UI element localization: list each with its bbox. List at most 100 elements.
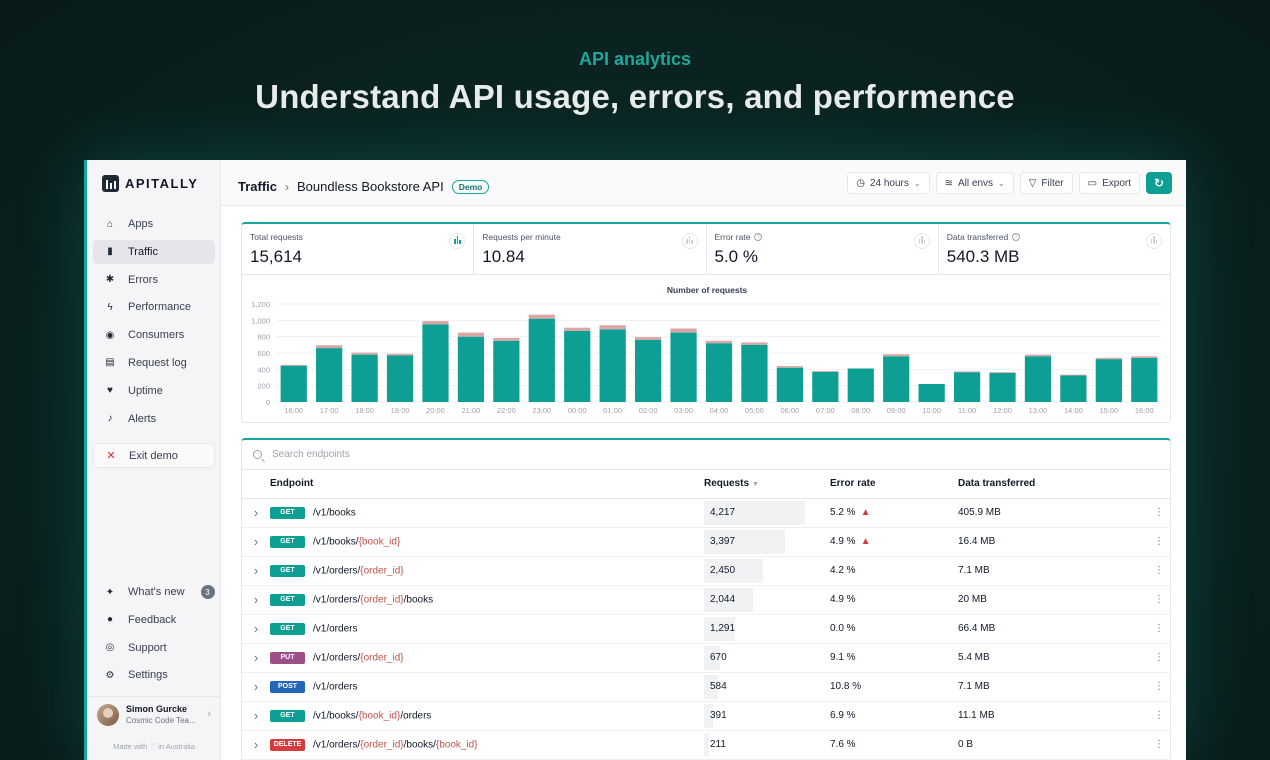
expand-toggle[interactable]: › — [242, 730, 270, 760]
endpoint-cell: GET/v1/books/{book_id} — [270, 527, 704, 557]
error-rate-value: 4.9 % — [830, 594, 856, 605]
chart-bar — [280, 365, 307, 402]
x-tick-label: 05:00 — [745, 406, 764, 415]
env-select[interactable]: ≋ All envs ⌄ — [935, 172, 1014, 194]
demo-badge: Demo — [451, 179, 490, 194]
expand-toggle[interactable]: › — [242, 556, 270, 586]
sidebar-item-errors[interactable]: ✱ Errors — [93, 268, 215, 292]
chart-bar-icon[interactable] — [681, 233, 698, 249]
expand-toggle[interactable]: › — [242, 527, 270, 557]
sidebar-item-request-log[interactable]: ▤ Request log — [93, 351, 215, 375]
warning-icon: ▲ — [860, 507, 871, 518]
requests-value: 211 — [710, 739, 726, 750]
error-rate-cell: 6.9 % — [830, 701, 958, 731]
expand-toggle[interactable]: › — [242, 614, 270, 644]
sidebar-item-support[interactable]: ◎ Support — [93, 636, 215, 660]
table-row[interactable]: › DELETE/v1/orders/{order_id}/books/{book… — [242, 730, 1172, 760]
error-rate-cell: 5.2 % ▲ — [830, 498, 958, 528]
row-menu-button[interactable]: ⋮ — [1146, 527, 1172, 557]
method-badge: PUT — [270, 651, 305, 664]
chevron-right-icon: › — [253, 534, 259, 549]
expand-toggle[interactable]: › — [242, 672, 270, 702]
table-row[interactable]: › GET/v1/orders/{order_id}/books 2,044 4.9 … — [242, 585, 1172, 615]
requests-cell: 1,291 — [704, 614, 830, 644]
col-requests[interactable]: Requests ▼ — [704, 470, 830, 499]
sidebar-item-uptime[interactable]: ♥ Uptime — [93, 379, 215, 403]
expand-toggle[interactable]: › — [242, 498, 270, 528]
expand-toggle[interactable]: › — [242, 585, 270, 615]
export-button[interactable]: ▭ Export — [1078, 172, 1140, 194]
chart-bar — [316, 348, 343, 402]
chart-bar-icon[interactable] — [913, 233, 930, 249]
row-menu-button[interactable]: ⋮ — [1146, 556, 1172, 586]
row-menu-button[interactable]: ⋮ — [1146, 643, 1172, 673]
sidebar-item-label: Consumers — [128, 329, 185, 342]
refresh-button[interactable]: ↻ — [1146, 172, 1172, 194]
row-menu-button[interactable]: ⋮ — [1146, 701, 1172, 731]
table-row[interactable]: › GET/v1/books 4,217 5.2 % ▲ 405.9 MB ⋮ — [242, 498, 1172, 528]
method-badge: DELETE — [270, 738, 305, 751]
chevron-down-icon: ⌄ — [913, 178, 921, 188]
chart-bar — [776, 366, 803, 368]
logo[interactable]: APITALLY — [102, 175, 198, 192]
sidebar-item-label: Performance — [128, 301, 191, 314]
row-menu-button[interactable]: ⋮ — [1146, 614, 1172, 644]
y-tick-label: 800 — [257, 333, 270, 342]
chart-bar — [599, 329, 626, 402]
row-menu-button[interactable]: ⋮ — [1146, 730, 1172, 760]
filter-button[interactable]: ▽ Filter — [1019, 172, 1073, 194]
chart-bar-icon[interactable] — [449, 233, 466, 249]
sparkles-icon: ✦ — [105, 586, 115, 598]
metric-card-data-transferred[interactable]: Data transferred? 540.3 MB — [939, 224, 1170, 274]
metric-card-total-requests[interactable]: Total requests 15,614 — [242, 224, 475, 274]
sidebar-item-traffic[interactable]: ▮ Traffic — [93, 239, 215, 264]
chart-title: Number of requests — [666, 285, 748, 295]
table-row[interactable]: › GET/v1/books/{book_id}/orders 391 6.9 % 11… — [242, 701, 1172, 731]
row-menu-button[interactable]: ⋮ — [1146, 498, 1172, 528]
table-row[interactable]: › GET/v1/books/{book_id} 3,397 4.9 % ▲ 16.4 M… — [242, 527, 1172, 557]
y-tick-label: 600 — [257, 349, 270, 358]
table-row[interactable]: › POST/v1/orders 584 10.8 % 7.1 MB ⋮ — [242, 672, 1172, 702]
col-data: Data transferred — [958, 470, 1146, 499]
sidebar-item-consumers[interactable]: ◉ Consumers — [93, 323, 215, 347]
metric-card-requests-per-minute[interactable]: Requests per minute 10.84 — [474, 224, 707, 274]
x-tick-label: 08:00 — [851, 406, 870, 415]
bug-icon: ✱ — [105, 274, 115, 286]
expand-toggle[interactable]: › — [242, 701, 270, 731]
x-tick-label: 09:00 — [887, 406, 906, 415]
sidebar-item-performance[interactable]: ϟ Performance — [93, 295, 215, 319]
breadcrumb-root[interactable]: Traffic — [238, 179, 278, 194]
row-menu-button[interactable]: ⋮ — [1146, 672, 1172, 702]
sidebar-nav: ⌂ Apps ▮ Traffic ✱ Errors ϟ Performance ◉ Consume… — [93, 212, 215, 434]
sidebar-item-settings[interactable]: ⚙ Settings — [93, 663, 215, 687]
table-row[interactable]: › GET/v1/orders 1,291 0.0 % 66.4 MB ⋮ — [242, 614, 1172, 644]
metric-value: 540.3 MB — [946, 247, 1020, 266]
breadcrumb-app[interactable]: Boundless Bookstore API — [297, 179, 444, 194]
sidebar-item-alerts[interactable]: ♪ Alerts — [93, 407, 215, 431]
chevron-right-icon: › — [253, 621, 259, 636]
col-error-rate: Error rate — [830, 470, 958, 499]
search-input[interactable] — [272, 449, 572, 460]
chart-bar — [422, 324, 449, 402]
chart-bar — [705, 343, 733, 402]
user-menu[interactable]: Simon Gurcke Cosmic Code Tea... › — [87, 696, 221, 732]
chart-bar — [422, 321, 449, 325]
table-row[interactable]: › PUT/v1/orders/{order_id} 670 9.1 % 5.4 MB ⋮ — [242, 643, 1172, 673]
home-icon: ⌂ — [106, 218, 114, 230]
expand-toggle[interactable]: › — [242, 643, 270, 673]
metric-card-error-rate[interactable]: Error rate? 5.0 % — [707, 224, 939, 274]
sidebar-item-feedback[interactable]: ● Feedback — [93, 608, 215, 632]
period-select[interactable]: ◷ 24 hours ⌄ — [847, 172, 930, 194]
requests-bar — [704, 500, 805, 525]
sidebar-item-apps[interactable]: ⌂ Apps — [93, 212, 215, 236]
chart-bar — [883, 356, 910, 402]
exit-demo-button[interactable]: ✕ Exit demo — [93, 443, 215, 468]
chart-bar — [635, 337, 662, 340]
chart-bar-icon[interactable] — [1146, 233, 1162, 249]
requests-cell: 670 — [704, 643, 830, 673]
chart-bar — [953, 372, 981, 402]
kebab-menu-icon: ⋮ — [1154, 594, 1164, 605]
table-row[interactable]: › GET/v1/orders/{order_id} 2,450 4.2 % 7.1 M… — [242, 556, 1172, 586]
row-menu-button[interactable]: ⋮ — [1146, 585, 1172, 615]
sidebar-item-what-s-new[interactable]: ✦ What's new 3 — [93, 580, 215, 604]
